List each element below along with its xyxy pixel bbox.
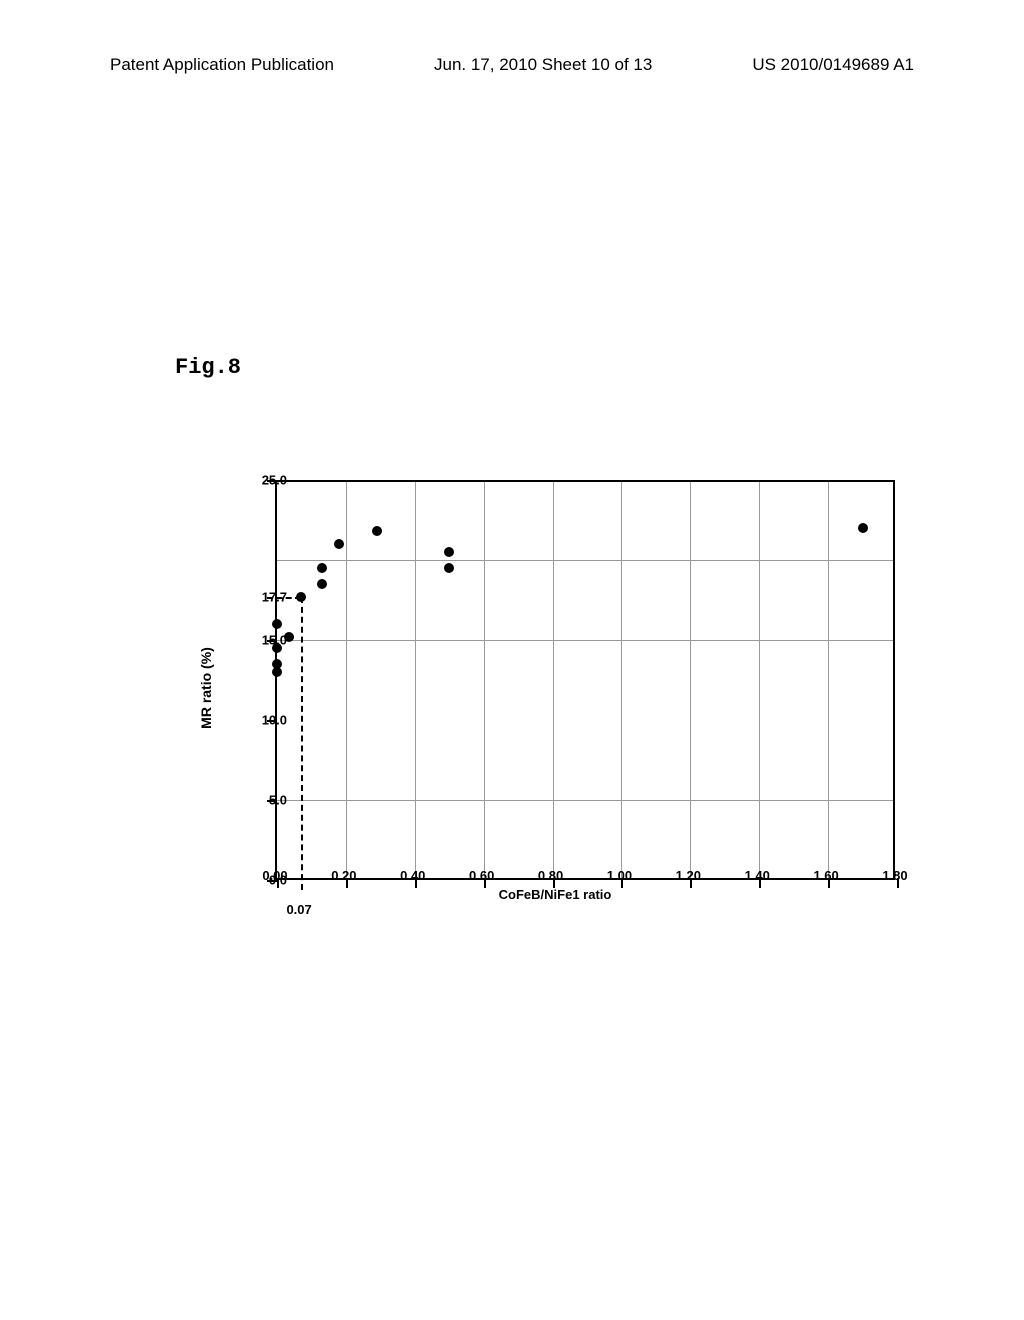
header-date-sheet: Jun. 17, 2010 Sheet 10 of 13: [434, 55, 652, 75]
grid-line-vertical: [690, 480, 691, 878]
grid-line-vertical: [415, 480, 416, 878]
plot-top-border: [275, 480, 895, 482]
x-tick-label: 1.00: [607, 868, 632, 883]
annotation-x-label: 0.07: [286, 902, 311, 917]
x-tick-label: 1.40: [745, 868, 770, 883]
y-axis-title: MR ratio (%): [198, 647, 214, 729]
grid-line-horizontal: [277, 640, 895, 641]
grid-line-vertical: [621, 480, 622, 878]
x-tick-label: 0.80: [538, 868, 563, 883]
data-point: [272, 659, 282, 669]
grid-line-horizontal: [277, 560, 895, 561]
data-point: [444, 547, 454, 557]
annotation-dashed-vertical: [301, 597, 303, 890]
x-tick-label: 0.20: [331, 868, 356, 883]
y-tick-label: 25.0: [262, 473, 287, 488]
data-point: [444, 563, 454, 573]
plot-right-border: [893, 480, 895, 880]
y-tick-label: 5.0: [269, 793, 287, 808]
y-tick-label: 10.0: [262, 713, 287, 728]
plot-area: [275, 480, 895, 880]
x-tick-label: 1.20: [676, 868, 701, 883]
grid-line-vertical: [346, 480, 347, 878]
x-tick-label: 1.80: [882, 868, 907, 883]
grid-line-vertical: [759, 480, 760, 878]
y-tick-label: 15.0: [262, 633, 287, 648]
scatter-chart: MR ratio (%) CoFeB/NiFe1 ratio 0.05.010.…: [195, 460, 915, 940]
x-tick-label: 0.00: [262, 868, 287, 883]
x-tick-label: 1.60: [813, 868, 838, 883]
x-axis-title: CoFeB/NiFe1 ratio: [499, 887, 612, 902]
x-tick-label: 0.60: [469, 868, 494, 883]
data-point: [372, 526, 382, 536]
data-point: [317, 579, 327, 589]
header-publication: Patent Application Publication: [110, 55, 334, 75]
figure-label: Fig.8: [175, 355, 241, 380]
x-tick-label: 0.40: [400, 868, 425, 883]
data-point: [317, 563, 327, 573]
page-header: Patent Application Publication Jun. 17, …: [0, 55, 1024, 75]
data-point: [272, 619, 282, 629]
grid-line-vertical: [484, 480, 485, 878]
grid-line-vertical: [553, 480, 554, 878]
data-point: [296, 592, 306, 602]
data-point: [334, 539, 344, 549]
grid-line-vertical: [828, 480, 829, 878]
data-point: [858, 523, 868, 533]
annotation-y-label: 17.7: [262, 589, 287, 604]
header-patent-number: US 2010/0149689 A1: [752, 55, 914, 75]
grid-line-horizontal: [277, 800, 895, 801]
